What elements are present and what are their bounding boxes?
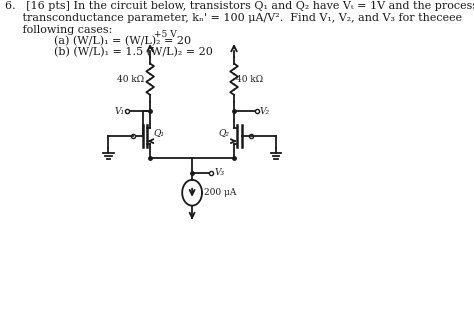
- Text: following cases:: following cases:: [5, 25, 113, 35]
- Text: 200 μA: 200 μA: [204, 188, 237, 197]
- Text: Q₂: Q₂: [219, 128, 230, 137]
- Text: Q₁: Q₁: [153, 128, 164, 137]
- Text: V₁: V₁: [114, 107, 124, 116]
- Text: 40 kΩ: 40 kΩ: [117, 75, 144, 84]
- Text: (a) (W/L)₁ = (W/L)₂ = 20: (a) (W/L)₁ = (W/L)₂ = 20: [5, 36, 191, 47]
- Text: (b) (W/L)₁ = 1.5 (W/L)₂ = 20: (b) (W/L)₁ = 1.5 (W/L)₂ = 20: [5, 47, 213, 57]
- Text: 40 kΩ: 40 kΩ: [236, 75, 263, 84]
- Text: V₃: V₃: [214, 169, 224, 178]
- Text: V₂: V₂: [260, 107, 270, 116]
- Text: +5 V: +5 V: [154, 30, 177, 39]
- Text: 6.   [16 pts] In the circuit below, transistors Q₁ and Q₂ have Vₜ = 1V and the p: 6. [16 pts] In the circuit below, transi…: [5, 1, 474, 11]
- Text: transconductance parameter, kₙ' = 100 μA/V².  Find V₁, V₂, and V₃ for theceee: transconductance parameter, kₙ' = 100 μA…: [5, 13, 462, 23]
